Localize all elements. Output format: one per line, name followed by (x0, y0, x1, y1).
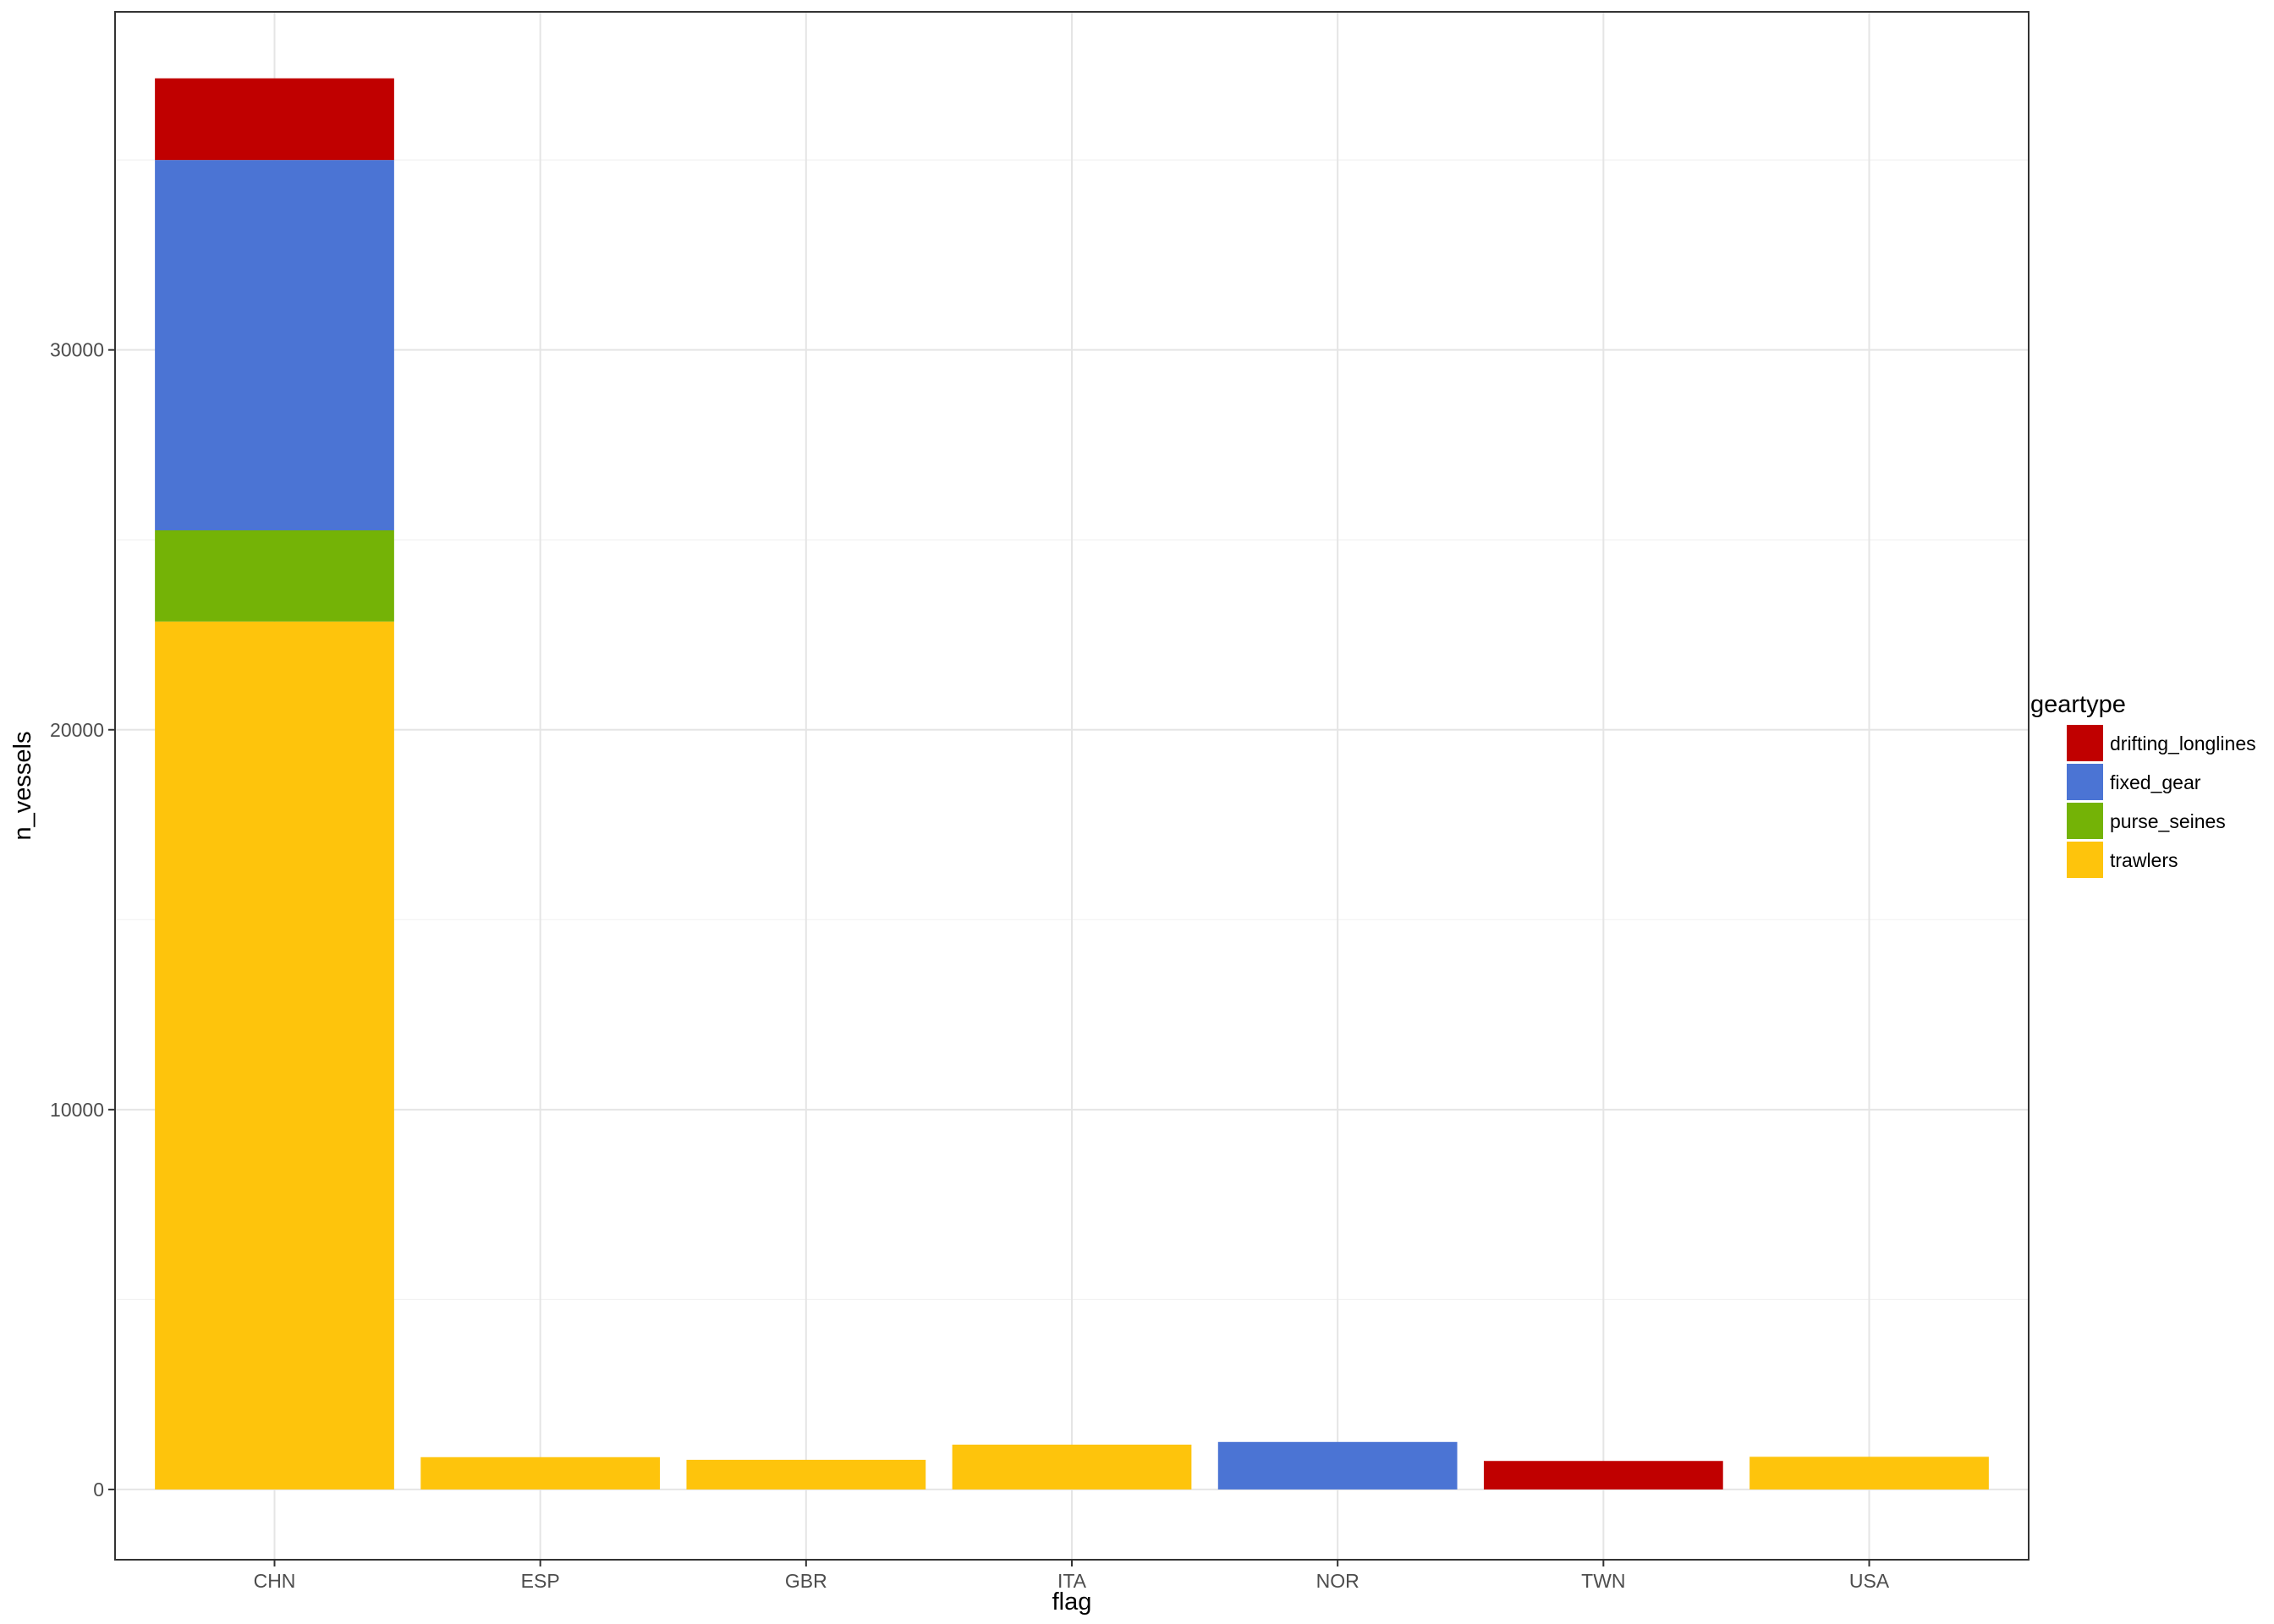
legend-label-drifting_longlines: drifting_longlines (2110, 732, 2256, 754)
legend-key-trawlers (2067, 842, 2103, 878)
bar-CHN-drifting_longlines (155, 78, 394, 161)
bar-CHN-trawlers (155, 621, 394, 1490)
legend-label-fixed_gear: fixed_gear (2110, 771, 2201, 793)
y-axis-title: n_vessels (9, 732, 36, 841)
bar-TWN-drifting_longlines (1483, 1461, 1723, 1490)
x-axis-title: flag (1052, 1588, 1092, 1616)
bar-NOR-fixed_gear (1217, 1441, 1458, 1490)
y-tick-label: 10000 (50, 1099, 104, 1121)
axes: 0 10000 20000 30000 CHN ESP GBR ITA NOR TWN USA (50, 339, 1890, 1592)
x-tick-label: TWN (1581, 1570, 1625, 1592)
bars (155, 78, 1989, 1490)
bar-CHN-purse_seines (155, 529, 394, 622)
legend-label-trawlers: trawlers (2110, 849, 2178, 871)
y-tick-label: 0 (93, 1479, 104, 1501)
legend-key-fixed_gear (2067, 764, 2103, 800)
x-tick-label: NOR (1316, 1570, 1359, 1592)
x-tick-label: USA (1849, 1570, 1890, 1592)
legend-key-drifting_longlines (2067, 725, 2103, 761)
bar-USA-trawlers (1749, 1457, 1989, 1490)
x-tick-label: ITA (1057, 1570, 1087, 1592)
y-tick-label: 30000 (50, 339, 104, 361)
bar-ITA-trawlers (952, 1444, 1192, 1490)
x-tick-label: GBR (785, 1570, 827, 1592)
bar-ESP-trawlers (420, 1457, 661, 1490)
legend: geartype drifting_longlines fixed_gearpur… (2030, 691, 2256, 878)
bar-CHN-fixed_gear (155, 160, 394, 530)
legend-label-purse_seines: purse_seines (2110, 810, 2226, 832)
bar-GBR-trawlers (686, 1459, 926, 1490)
y-tick-label: 20000 (50, 719, 104, 741)
legend-title: geartype (2030, 691, 2126, 718)
x-tick-label: CHN (254, 1570, 296, 1592)
legend-key-purse_seines (2067, 803, 2103, 839)
x-tick-label: ESP (521, 1570, 560, 1592)
